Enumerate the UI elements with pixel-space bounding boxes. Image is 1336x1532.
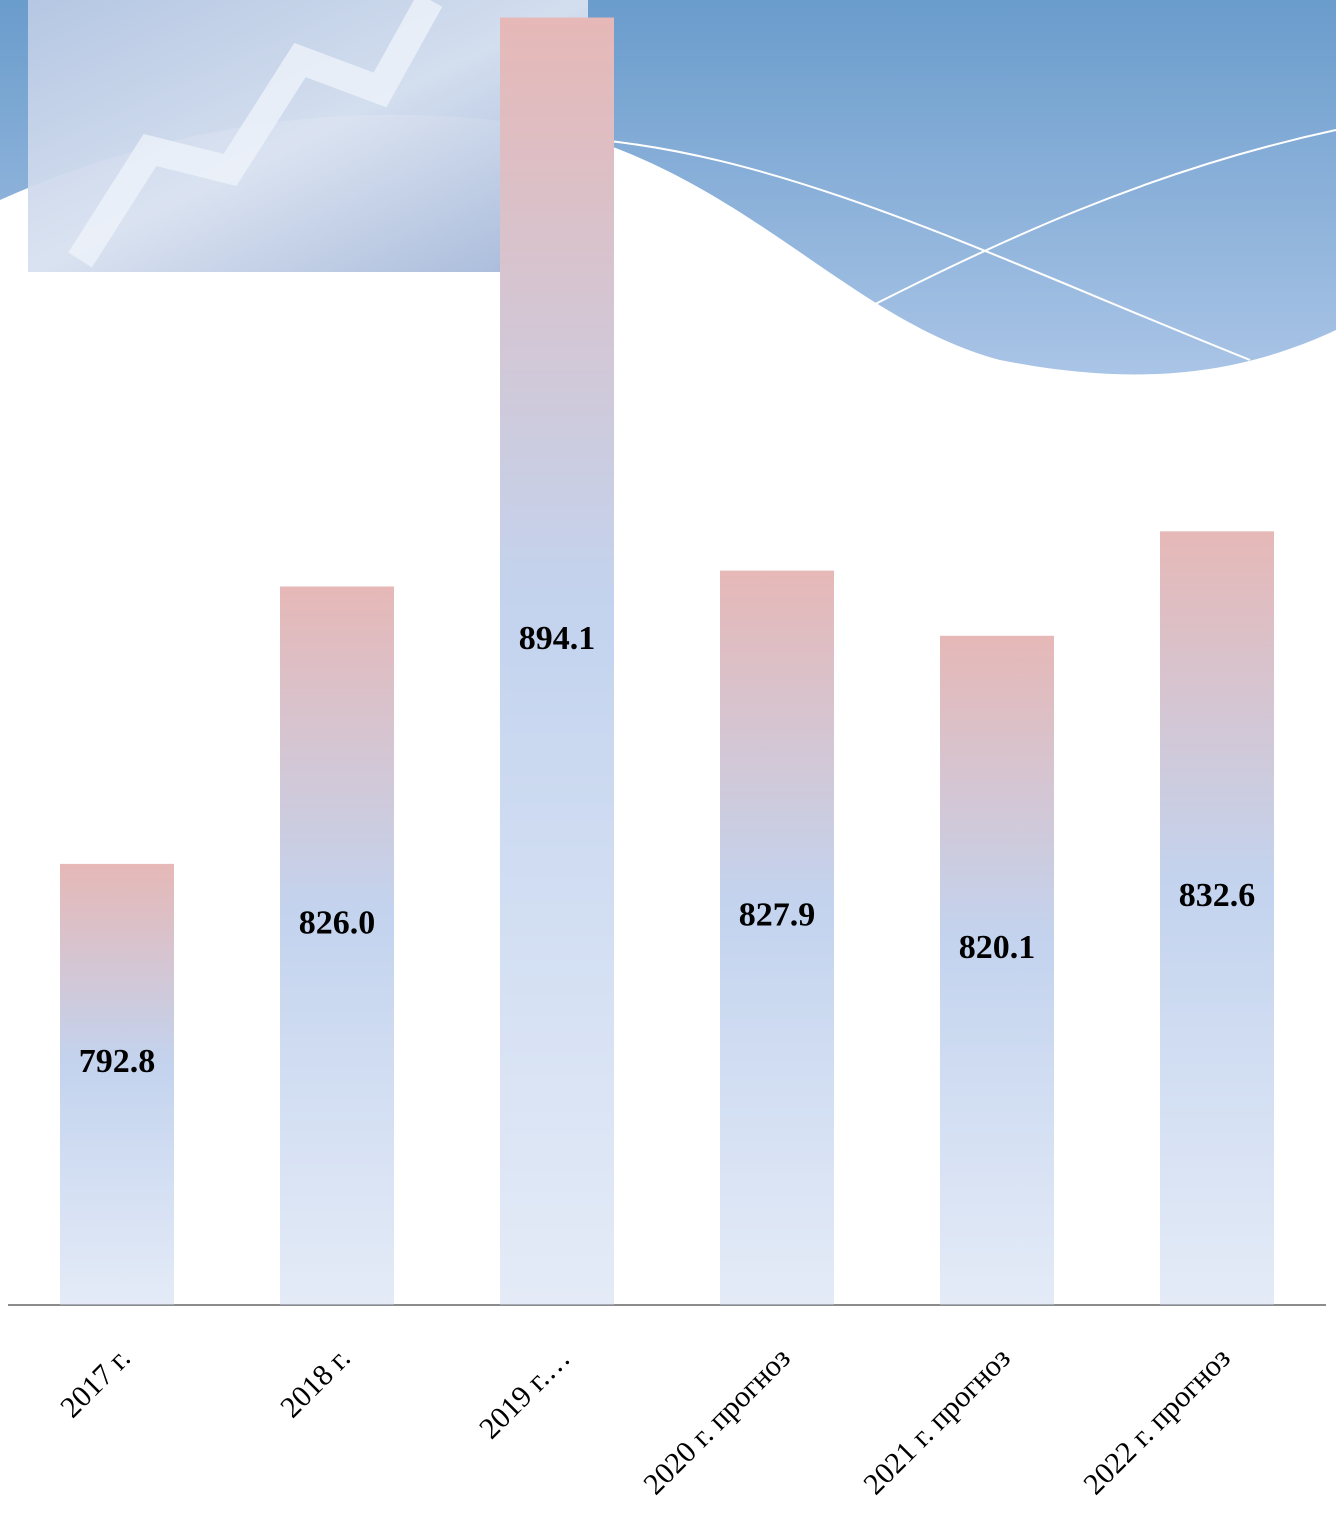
value-label: 792.8 (79, 1043, 156, 1080)
bar (1160, 531, 1274, 1305)
x-tick-label: 2022 г. прогноз (1077, 1341, 1237, 1501)
value-label: 894.1 (519, 620, 596, 657)
value-label: 832.6 (1179, 877, 1256, 914)
value-label: 826.0 (299, 905, 376, 942)
x-tick-label: 2018 г. (274, 1341, 357, 1424)
bar (280, 586, 394, 1305)
value-label: 820.1 (959, 929, 1036, 966)
x-tick-label: 2017 г. (54, 1341, 137, 1424)
bar (60, 863, 174, 1305)
bar (940, 635, 1054, 1305)
x-tick-label: 2020 г. прогноз (637, 1341, 797, 1501)
background-decoration (0, 0, 1336, 375)
bar (720, 570, 834, 1305)
value-label: 827.9 (739, 897, 816, 934)
x-tick-label: 2021 г. прогноз (857, 1341, 1017, 1501)
x-tick-label: 2019 г.… (473, 1341, 577, 1445)
bar (500, 17, 614, 1305)
